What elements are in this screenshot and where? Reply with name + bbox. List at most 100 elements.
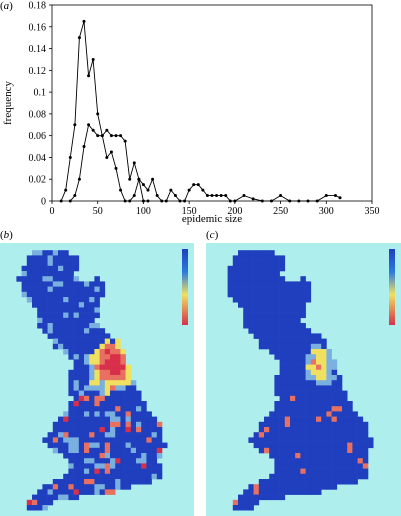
map-cell bbox=[264, 479, 270, 485]
map-cell bbox=[68, 343, 74, 350]
map-cell bbox=[73, 260, 80, 267]
map-cell bbox=[243, 302, 249, 308]
map-cell bbox=[84, 354, 90, 360]
map-cell bbox=[115, 411, 121, 417]
map-cell bbox=[290, 338, 296, 345]
map-cell bbox=[331, 401, 338, 407]
map-cell bbox=[84, 447, 90, 454]
map-cell bbox=[284, 359, 291, 365]
map-cell bbox=[300, 411, 306, 417]
map-cell bbox=[84, 442, 90, 449]
map-cell bbox=[300, 302, 306, 308]
map-cell bbox=[84, 323, 90, 329]
map-cell bbox=[274, 281, 280, 287]
map-cell bbox=[120, 401, 126, 407]
map-cell bbox=[352, 421, 358, 428]
map-cell bbox=[253, 265, 260, 272]
map-cell bbox=[305, 281, 312, 287]
map-cell bbox=[68, 494, 74, 501]
map-cell bbox=[258, 276, 265, 282]
map-cell bbox=[151, 473, 158, 480]
map-cell bbox=[347, 473, 353, 480]
map-cell bbox=[284, 416, 291, 423]
map-cell bbox=[68, 447, 74, 454]
map-cell bbox=[32, 260, 38, 267]
map-cell bbox=[243, 323, 249, 329]
map-cell bbox=[136, 473, 142, 480]
map-cell bbox=[316, 473, 322, 480]
map-cell bbox=[326, 463, 332, 469]
map-cell bbox=[115, 364, 121, 371]
x-tick-label: 50 bbox=[93, 206, 103, 217]
map-cell bbox=[130, 406, 137, 412]
map-cell bbox=[295, 437, 301, 443]
map-cell bbox=[305, 364, 312, 371]
series-2-point bbox=[119, 134, 123, 138]
map-cell bbox=[78, 375, 85, 381]
map-cell bbox=[316, 484, 322, 490]
map-cell bbox=[326, 453, 332, 459]
map-cell bbox=[37, 250, 43, 256]
map-cell bbox=[68, 276, 74, 282]
map-cell bbox=[120, 468, 126, 475]
map-cell bbox=[352, 453, 358, 459]
map-cell bbox=[37, 291, 43, 298]
map-cell bbox=[279, 421, 286, 428]
map-cell bbox=[321, 421, 327, 428]
map-cell bbox=[73, 307, 80, 313]
map-cell bbox=[68, 385, 74, 391]
map-cell bbox=[130, 385, 137, 391]
map-cell bbox=[248, 291, 254, 298]
map-cell bbox=[290, 489, 296, 495]
map-cell bbox=[110, 338, 116, 345]
map-cell bbox=[295, 484, 301, 490]
map-cell bbox=[279, 416, 286, 423]
map-cell bbox=[295, 442, 301, 449]
map-cell bbox=[89, 437, 95, 443]
map-cell bbox=[141, 463, 147, 469]
map-cell bbox=[47, 286, 54, 293]
map-cell bbox=[68, 484, 74, 490]
map-cell bbox=[264, 427, 270, 433]
map-cell bbox=[141, 442, 147, 449]
map-cell bbox=[63, 312, 69, 319]
map-cell bbox=[321, 447, 327, 454]
map-cell bbox=[264, 317, 270, 324]
map-cell bbox=[227, 265, 234, 272]
map-cell bbox=[274, 385, 280, 391]
map-cell bbox=[94, 432, 100, 438]
map-cell bbox=[32, 281, 38, 287]
map-cell bbox=[26, 286, 33, 293]
map-cell bbox=[362, 437, 369, 443]
map-cell bbox=[130, 442, 137, 449]
map-cell bbox=[120, 406, 126, 412]
map-cell bbox=[84, 479, 90, 485]
map-cell bbox=[290, 411, 296, 417]
map-cell bbox=[284, 447, 291, 454]
map-cell bbox=[253, 307, 260, 313]
map-cell bbox=[42, 499, 48, 506]
map-cell bbox=[295, 291, 301, 298]
map-cell bbox=[290, 432, 296, 438]
map-cell bbox=[146, 468, 152, 475]
map-cell bbox=[290, 359, 296, 365]
map-cell bbox=[73, 385, 80, 391]
map-cell bbox=[37, 307, 43, 313]
map-cell bbox=[84, 307, 90, 313]
map-cell bbox=[238, 494, 244, 501]
map-cell bbox=[94, 369, 100, 376]
map-cell bbox=[26, 260, 33, 267]
map-cell bbox=[310, 437, 317, 443]
map-cell bbox=[290, 463, 296, 469]
map-cell bbox=[258, 323, 265, 329]
map-cell bbox=[32, 505, 38, 511]
map-cell bbox=[26, 499, 33, 506]
map-cell bbox=[99, 442, 106, 449]
map-cell bbox=[326, 432, 332, 438]
map-cell bbox=[321, 437, 327, 443]
map-cell bbox=[279, 442, 286, 449]
map-cell bbox=[89, 375, 95, 381]
map-cell bbox=[32, 291, 38, 298]
map-cell bbox=[284, 432, 291, 438]
map-cell bbox=[73, 369, 80, 376]
